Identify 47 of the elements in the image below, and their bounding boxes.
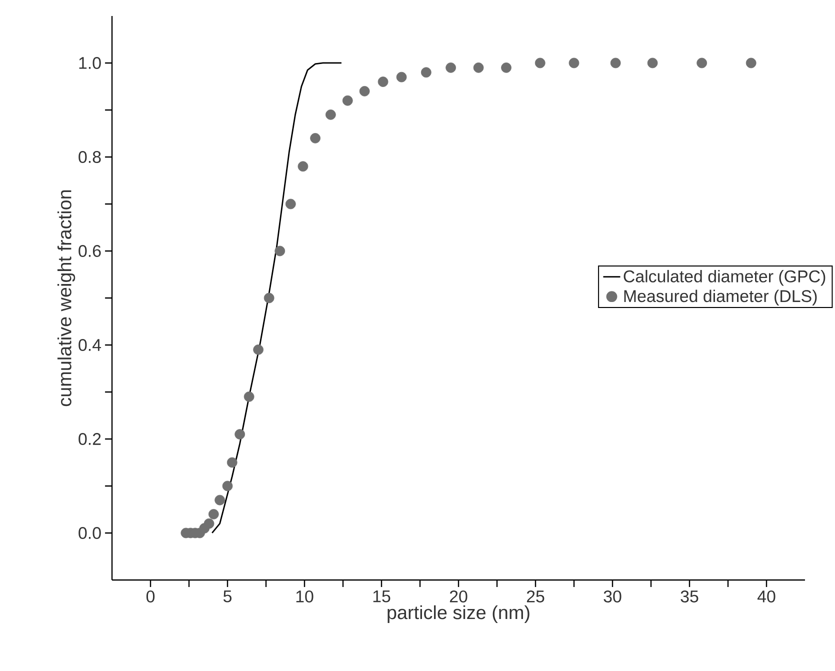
point [264,292,274,304]
point [420,67,432,78]
y-tick-label: 1.0 [79,56,101,69]
x-tick-label: 15 [373,590,390,602]
point [378,76,388,87]
point [610,58,621,68]
x-tick-label: 5 [223,590,232,602]
point [696,58,708,68]
y-tick-label: 0.8 [78,150,101,163]
legend-label: Calculated diameter (GPC) [624,270,826,286]
x-tick-label: 10 [296,590,314,602]
point [208,509,219,520]
point [274,246,286,256]
point [226,457,238,468]
point [214,494,225,506]
point [204,518,214,529]
y-axis-title: cumulative weight fraction [57,190,76,406]
y-tick-label: 0.6 [78,244,101,257]
point [342,95,353,106]
point [446,62,456,73]
point [647,58,658,68]
x-tick-label: 25 [526,590,544,602]
x-tick-label: 20 [450,590,468,602]
point [501,62,512,73]
y-tick-label: 0.4 [78,338,102,351]
point [234,429,246,440]
point [568,58,580,68]
x-tick-label: 0 [146,590,155,602]
point [310,133,320,144]
point [222,480,233,492]
point [473,62,484,73]
point [396,72,407,82]
legend-label: Measured diameter (DLS) [624,290,817,306]
point [359,86,370,96]
point [746,58,756,68]
y-tick-label: 0.0 [78,526,101,539]
x-axis-title: particle size (nm) [388,605,530,623]
point [326,110,336,120]
point [285,198,296,210]
x-tick-label: 30 [604,590,622,602]
x-tick-label: 40 [757,590,776,602]
x-tick-label: 35 [680,590,698,602]
point [244,392,254,402]
point [534,58,546,68]
point [253,344,264,355]
point [298,161,308,172]
y-tick-label: 0.2 [78,432,101,445]
